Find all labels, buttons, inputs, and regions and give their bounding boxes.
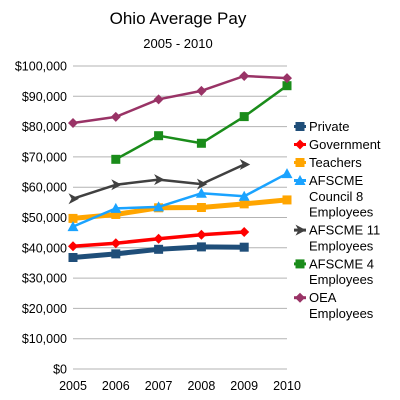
data-point	[154, 244, 164, 254]
legend-marker	[294, 175, 306, 185]
y-tick-label: $80,000	[22, 120, 67, 134]
y-axis-ticks: $0 $10,000 $20,000 $30,000 $40,000 $50,000 $60…	[15, 60, 67, 377]
series-line	[72, 197, 288, 221]
data-point	[67, 221, 79, 232]
series-line	[72, 172, 288, 228]
legend-label: AFSCME 11	[309, 223, 380, 238]
data-point	[153, 94, 164, 105]
data-point	[239, 70, 250, 81]
data-point	[154, 131, 164, 141]
y-tick-label: $0	[53, 363, 67, 377]
data-point	[239, 112, 249, 122]
data-point	[196, 178, 208, 190]
data-point	[195, 187, 207, 198]
legend-label: Government	[309, 137, 381, 152]
chart-subtitle: 2005 - 2010	[143, 36, 212, 51]
legend-marker	[295, 139, 305, 150]
data-point	[239, 227, 250, 238]
legend-marker	[295, 259, 305, 269]
legend-item-private: Private	[294, 119, 349, 134]
y-tick-label: $10,000	[22, 332, 67, 346]
data-point	[196, 229, 207, 240]
y-tick-label: $30,000	[22, 272, 67, 286]
legend-marker	[295, 122, 305, 131]
data-point	[282, 73, 292, 84]
series-afscme-council-8-employees	[67, 168, 293, 232]
y-tick-label: $50,000	[22, 211, 67, 225]
data-point	[196, 203, 206, 213]
data-point	[154, 174, 165, 186]
legend-label: OEA	[309, 290, 337, 305]
legend-marker	[295, 292, 305, 303]
legend-label: AFSCME	[309, 173, 364, 188]
series-line	[72, 74, 288, 125]
series-private	[68, 242, 249, 262]
data-point	[239, 158, 251, 170]
data-point	[238, 190, 250, 201]
series-afscme-4-employees	[111, 81, 292, 164]
chart-title: Ohio Average Pay	[110, 9, 247, 28]
legend-marker	[295, 224, 306, 236]
series-afscme-11-employees	[68, 158, 251, 205]
data-point	[153, 201, 165, 212]
y-tick-label: $90,000	[22, 90, 67, 104]
legend-label: Employees	[309, 238, 374, 253]
x-tick-label: 2006	[102, 379, 130, 393]
data-point	[196, 242, 206, 252]
data-point	[111, 249, 121, 259]
x-tick-label: 2007	[145, 379, 173, 393]
data-point	[110, 238, 121, 249]
legend-label: Private	[309, 119, 349, 134]
data-point	[68, 213, 78, 223]
y-tick-label: $40,000	[22, 241, 67, 255]
legend-label: Employees	[309, 306, 374, 321]
series-government	[68, 227, 250, 252]
legend-item-government: Government	[294, 137, 381, 152]
legend-label: Employees	[309, 272, 374, 287]
data-point	[153, 233, 164, 244]
y-tick-label: $60,000	[22, 181, 67, 195]
data-point	[111, 209, 121, 219]
series-oea-employees	[68, 70, 292, 128]
x-axis-ticks: 2005 2006 2007 2008 2009 2010	[59, 379, 301, 393]
x-tick-label: 2005	[59, 379, 87, 393]
legend-label: Teachers	[309, 155, 362, 170]
y-tick-label: $100,000	[15, 60, 67, 74]
data-point	[239, 199, 249, 209]
series-layer	[67, 70, 293, 262]
data-point	[68, 252, 78, 262]
data-point	[282, 195, 292, 205]
data-point	[111, 154, 121, 164]
legend-item-teachers: Teachers	[294, 155, 362, 170]
legend-label: AFSCME 4	[309, 256, 374, 271]
data-point	[196, 85, 207, 96]
data-point	[282, 81, 292, 91]
data-point	[281, 168, 293, 179]
data-point	[68, 241, 78, 252]
data-point	[111, 179, 122, 191]
y-tick-label: $20,000	[22, 302, 67, 316]
data-point	[68, 193, 79, 205]
data-point	[68, 117, 78, 128]
x-tick-label: 2008	[187, 379, 215, 393]
data-point	[110, 111, 121, 122]
data-point	[239, 242, 249, 252]
x-tick-label: 2009	[230, 379, 258, 393]
data-point	[110, 202, 122, 213]
legend-label: Council 8	[309, 189, 363, 204]
legend-marker	[295, 158, 305, 167]
data-point	[196, 138, 206, 148]
x-tick-label: 2010	[273, 379, 301, 393]
legend-label: Employees	[309, 205, 374, 220]
y-tick-label: $70,000	[22, 150, 67, 164]
